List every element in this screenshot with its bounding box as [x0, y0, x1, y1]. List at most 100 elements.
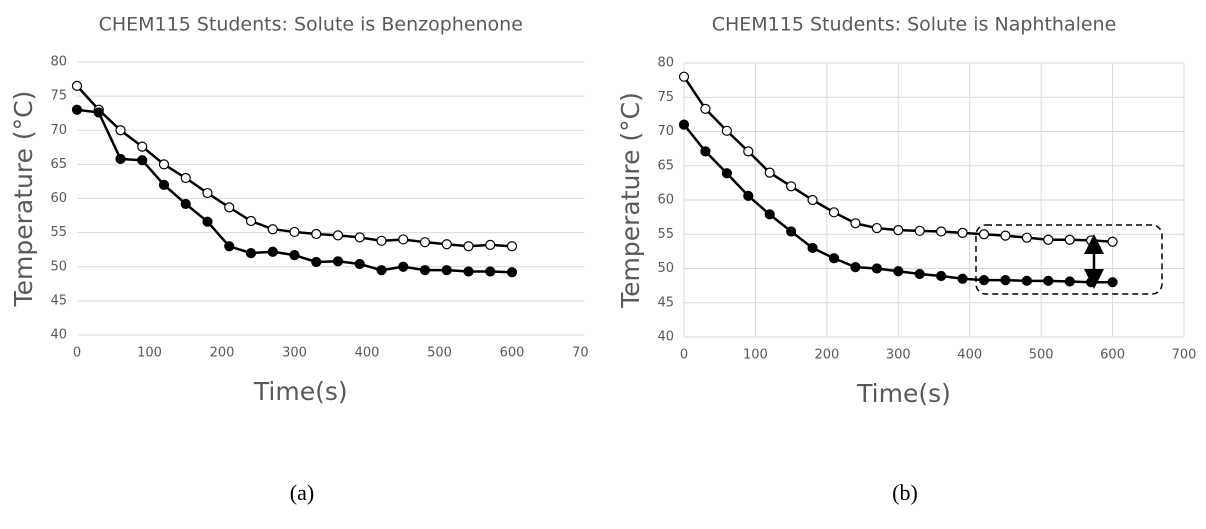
point — [1021, 232, 1032, 243]
point — [893, 266, 904, 277]
point — [1000, 275, 1011, 286]
point — [1086, 277, 1097, 288]
point — [202, 216, 213, 227]
y-tick-label: 60 — [657, 193, 674, 208]
point — [441, 239, 452, 250]
point — [376, 265, 387, 276]
plot: 40 45 50 55 60 65 70 75 80 0 100 200 300 400 500 600 700… — [9, 14, 597, 506]
point — [245, 215, 257, 227]
point — [332, 256, 344, 267]
point — [267, 246, 278, 257]
point — [978, 229, 990, 240]
point — [224, 202, 235, 213]
point — [764, 167, 775, 178]
x-tick-label: 500 — [427, 346, 452, 361]
chart-title: CHEM115 Students: Solute is Naphthalene — [712, 14, 1117, 36]
point — [678, 119, 690, 130]
point — [224, 241, 235, 252]
point — [354, 258, 365, 270]
chart-a: 40 45 50 55 60 65 70 75 80 0 100 200 300 400 500 600 700… — [9, 14, 597, 506]
point — [463, 266, 474, 277]
point — [71, 80, 83, 91]
point — [678, 71, 690, 82]
point — [267, 224, 278, 235]
x-tick-label: 600 — [1100, 348, 1125, 363]
x-tick-label: 0 — [73, 346, 81, 361]
point — [850, 218, 861, 229]
caption: (b) — [892, 480, 918, 505]
x-tick-label: 400 — [957, 348, 982, 363]
y-tick-label: 65 — [50, 157, 67, 172]
point — [828, 253, 840, 264]
x-tick-label: 300 — [282, 346, 307, 361]
x-tick-label: 100 — [743, 348, 768, 363]
point — [1000, 230, 1011, 241]
point — [137, 155, 148, 166]
y-axis-label: Temperature (°C) — [616, 92, 645, 309]
point — [93, 107, 104, 118]
point — [721, 125, 732, 136]
y-tick-label: 40 — [657, 330, 674, 345]
point — [700, 103, 711, 114]
point — [485, 239, 496, 251]
x-tick-label: 300 — [886, 348, 911, 363]
point — [332, 230, 344, 241]
point — [743, 146, 754, 157]
point — [936, 270, 947, 282]
point — [721, 168, 732, 179]
y-tick-label: 75 — [657, 90, 674, 105]
y-tick-label: 70 — [50, 123, 67, 138]
y-axis-label: Temperature (°C) — [9, 91, 38, 308]
chart-title: CHEM115 Students: Solute is Benzophenone — [99, 14, 523, 36]
point — [289, 226, 300, 238]
x-tick-label: 0 — [680, 348, 688, 363]
point — [914, 268, 925, 280]
point — [419, 265, 431, 276]
point — [289, 250, 300, 261]
point — [398, 261, 409, 272]
x-axis-label: Time(s) — [253, 377, 348, 406]
point — [311, 256, 322, 268]
point — [180, 198, 191, 210]
point — [828, 207, 840, 218]
y-tick-label: 55 — [50, 225, 67, 240]
point — [957, 273, 968, 284]
y-tick-label: 80 — [657, 56, 674, 71]
x-tick-label: 700 — [572, 346, 597, 361]
y-tick-label: 45 — [50, 293, 67, 308]
x-tick-label: 200 — [814, 348, 839, 363]
highlight-box — [975, 224, 1163, 295]
point — [871, 222, 882, 234]
point — [1086, 235, 1097, 246]
point — [441, 265, 452, 276]
series-line — [76, 85, 513, 248]
point — [311, 228, 322, 240]
point — [786, 181, 797, 192]
point — [398, 234, 409, 245]
point — [354, 232, 365, 243]
plot: 40 45 50 55 60 65 70 75 80 0 100 200 300 400 500 600 700… — [616, 14, 1196, 506]
y-tick-label: 60 — [50, 191, 67, 206]
y-tick-label: 80 — [50, 55, 67, 70]
point — [850, 262, 861, 273]
point — [419, 237, 431, 248]
point — [1107, 277, 1118, 288]
x-tick-label: 500 — [1029, 348, 1054, 363]
point — [807, 242, 818, 254]
point — [506, 241, 518, 252]
point — [1107, 236, 1118, 247]
point — [957, 227, 968, 238]
y-tick-label: 70 — [657, 124, 674, 139]
point — [180, 172, 191, 184]
point — [158, 179, 170, 190]
point — [1064, 234, 1075, 245]
point — [743, 190, 754, 201]
y-tick-label: 75 — [50, 89, 67, 104]
point — [506, 267, 518, 278]
y-tick-label: 50 — [50, 259, 67, 274]
point — [978, 275, 990, 286]
point — [158, 159, 170, 170]
x-tick-label: 400 — [355, 346, 380, 361]
x-tick-label: 700 — [1172, 348, 1197, 363]
point — [700, 146, 711, 157]
